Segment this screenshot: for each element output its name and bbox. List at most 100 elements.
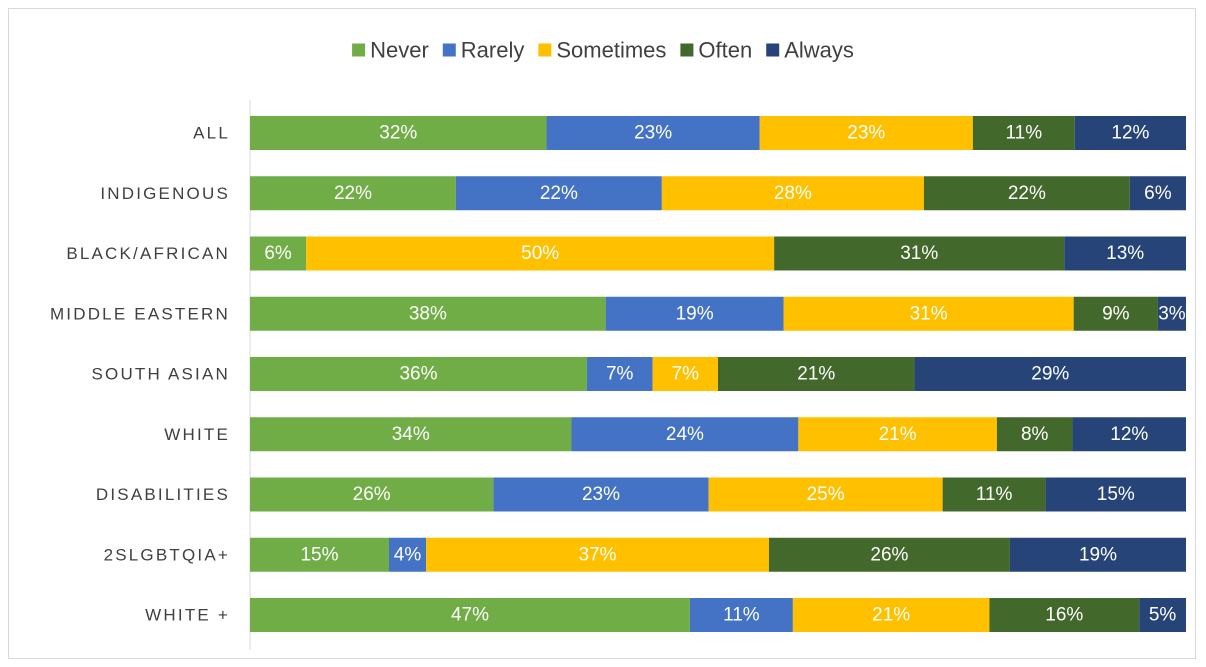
data-label-south-asian-sometimes: 7% [672,364,700,385]
bar-segment-white-sometimes [792,598,990,632]
data-label-white-sometimes: 21% [879,424,917,445]
data-label-white-always: 5% [1149,605,1177,626]
bar-segment-south-asian-sometimes [652,357,718,391]
category-label-black-african: BLACK/AFRICAN [66,244,230,263]
bar-segment-2slgbtqia-often [768,537,1010,572]
legend-label-often: Often [698,38,752,63]
plot-area: 32% 23% 23% 11% 12% 22% 22% 28% 22% 6% 6% 50% 31% 13%… [249,100,1186,650]
bar-row-all: 32% 23% 23% 11% 12% [250,116,1186,150]
data-label-black-african-sometimes: 50% [521,243,559,264]
data-label-indigenous-sometimes: 28% [774,183,812,204]
data-label-white-never: 34% [392,424,430,445]
bar-segment-south-asian-rarely [586,357,653,391]
data-label-disabilities-sometimes: 25% [807,484,845,505]
bar-segment-indigenous-sometimes [661,176,924,211]
bar-row-south-asian: 36% 7% 7% 21% 29% [250,357,1186,391]
legend-item-always: Always [766,38,854,63]
category-label-2slgbtqia: 2SLGBTQIA+ [104,545,230,564]
data-label-indigenous-often: 22% [1008,183,1046,204]
bar-segment-indigenous-always [1129,176,1186,211]
data-label-black-african-always: 13% [1106,243,1144,264]
bar-segment-south-asian-never [250,357,587,391]
bar-segment-disabilities-sometimes [708,477,943,512]
data-label-white-rarely: 24% [666,424,704,445]
bar-segment-middle-eastern-never [250,296,606,331]
data-label-black-african-often: 31% [900,243,938,264]
legend-item-often: Often [680,38,752,63]
data-label-middle-eastern-sometimes: 31% [910,303,948,324]
bar-segment-middle-eastern-rarely [605,296,784,331]
data-label-all-always: 12% [1111,123,1149,144]
data-label-disabilities-often: 11% [976,484,1013,505]
data-label-white-always: 12% [1110,424,1148,445]
data-label-white-often: 8% [1021,424,1049,445]
data-label-middle-eastern-rarely: 19% [676,303,714,324]
bar-row-white: 34% 24% 21% 8% 12% [250,417,1186,452]
data-label-south-asian-rarely: 7% [606,364,634,385]
legend-swatch-never [352,43,366,57]
bar-segment-white-always [1072,417,1186,452]
bar-segment-all-often [972,116,1075,150]
data-label-disabilities-always: 15% [1097,484,1135,505]
bar-segment-black-african-often [774,236,1065,271]
category-label-south-asian: SOUTH ASIAN [91,365,230,384]
bar-row-black-african: 6% 50% 31% 13% [250,236,1186,271]
legend: Never Rarely Sometimes Often Always [352,38,854,63]
bar-segment-middle-eastern-sometimes [783,296,1074,331]
legend-label-never: Never [370,38,429,63]
bar-segment-white-rarely [689,598,793,632]
data-label-disabilities-rarely: 23% [582,484,620,505]
bar-segment-indigenous-never [250,176,456,211]
data-label-indigenous-always: 6% [1144,183,1172,204]
legend-swatch-rarely [442,43,456,57]
legend-swatch-always [766,43,780,57]
bar-segment-2slgbtqia-rarely [389,537,427,572]
bar-row-indigenous: 22% 22% 28% 22% 6% [250,176,1186,211]
bar-segment-2slgbtqia-never [250,537,390,572]
legend-swatch-often [680,43,694,57]
category-label-white: WHITE [164,425,230,444]
bar-segment-2slgbtqia-sometimes [426,537,769,572]
category-label-middle-eastern: MIDDLE EASTERN [50,304,230,323]
data-label-white-rarely: 11% [723,605,760,626]
legend-swatch-sometimes [538,43,552,57]
data-label-black-african-never: 6% [264,243,292,264]
data-label-2slgbtqia-sometimes: 37% [579,544,617,565]
legend-item-rarely: Rarely [442,38,525,63]
data-label-all-often: 11% [1006,123,1043,144]
legend-label-rarely: Rarely [461,38,525,63]
data-label-2slgbtqia-often: 26% [870,544,908,565]
bar-segment-disabilities-always [1045,477,1186,512]
data-label-middle-eastern-never: 38% [409,303,447,324]
bar-segment-all-sometimes [759,116,973,150]
bar-segment-disabilities-rarely [493,477,709,512]
bar-segment-south-asian-always [914,357,1186,391]
bar-segment-white-never [250,598,690,632]
category-label-indigenous: INDIGENOUS [100,184,230,203]
data-label-all-sometimes: 23% [847,123,885,144]
data-label-2slgbtqia-always: 19% [1079,544,1117,565]
bar-segment-black-african-never [250,236,307,271]
data-label-2slgbtqia-rarely: 4% [394,544,422,565]
data-label-white-never: 47% [451,605,489,626]
bar-segment-middle-eastern-often [1073,296,1158,331]
bar-segment-disabilities-never [250,477,494,512]
bar-segment-disabilities-often [942,477,1046,512]
data-label-indigenous-rarely: 22% [540,183,578,204]
bar-segment-all-always [1074,116,1186,150]
bar-row-2slgbtqia: 15% 4% 37% 26% 19% [250,537,1186,572]
bar-segment-all-rarely [546,116,760,150]
bar-segment-white-often [996,417,1073,452]
data-label-south-asian-never: 36% [399,364,437,385]
legend-label-sometimes: Sometimes [556,38,666,63]
bar-segment-black-african-sometimes [306,236,775,271]
data-label-all-never: 32% [379,123,417,144]
bar-segment-middle-eastern-always [1157,296,1186,331]
legend-label-always: Always [784,38,854,63]
data-label-2slgbtqia-never: 15% [300,544,338,565]
bar-segment-white-rarely [571,417,799,452]
bar-segment-all-never [250,116,547,150]
category-label-white: WHITE + [145,606,230,625]
legend-item-never: Never [352,38,429,63]
